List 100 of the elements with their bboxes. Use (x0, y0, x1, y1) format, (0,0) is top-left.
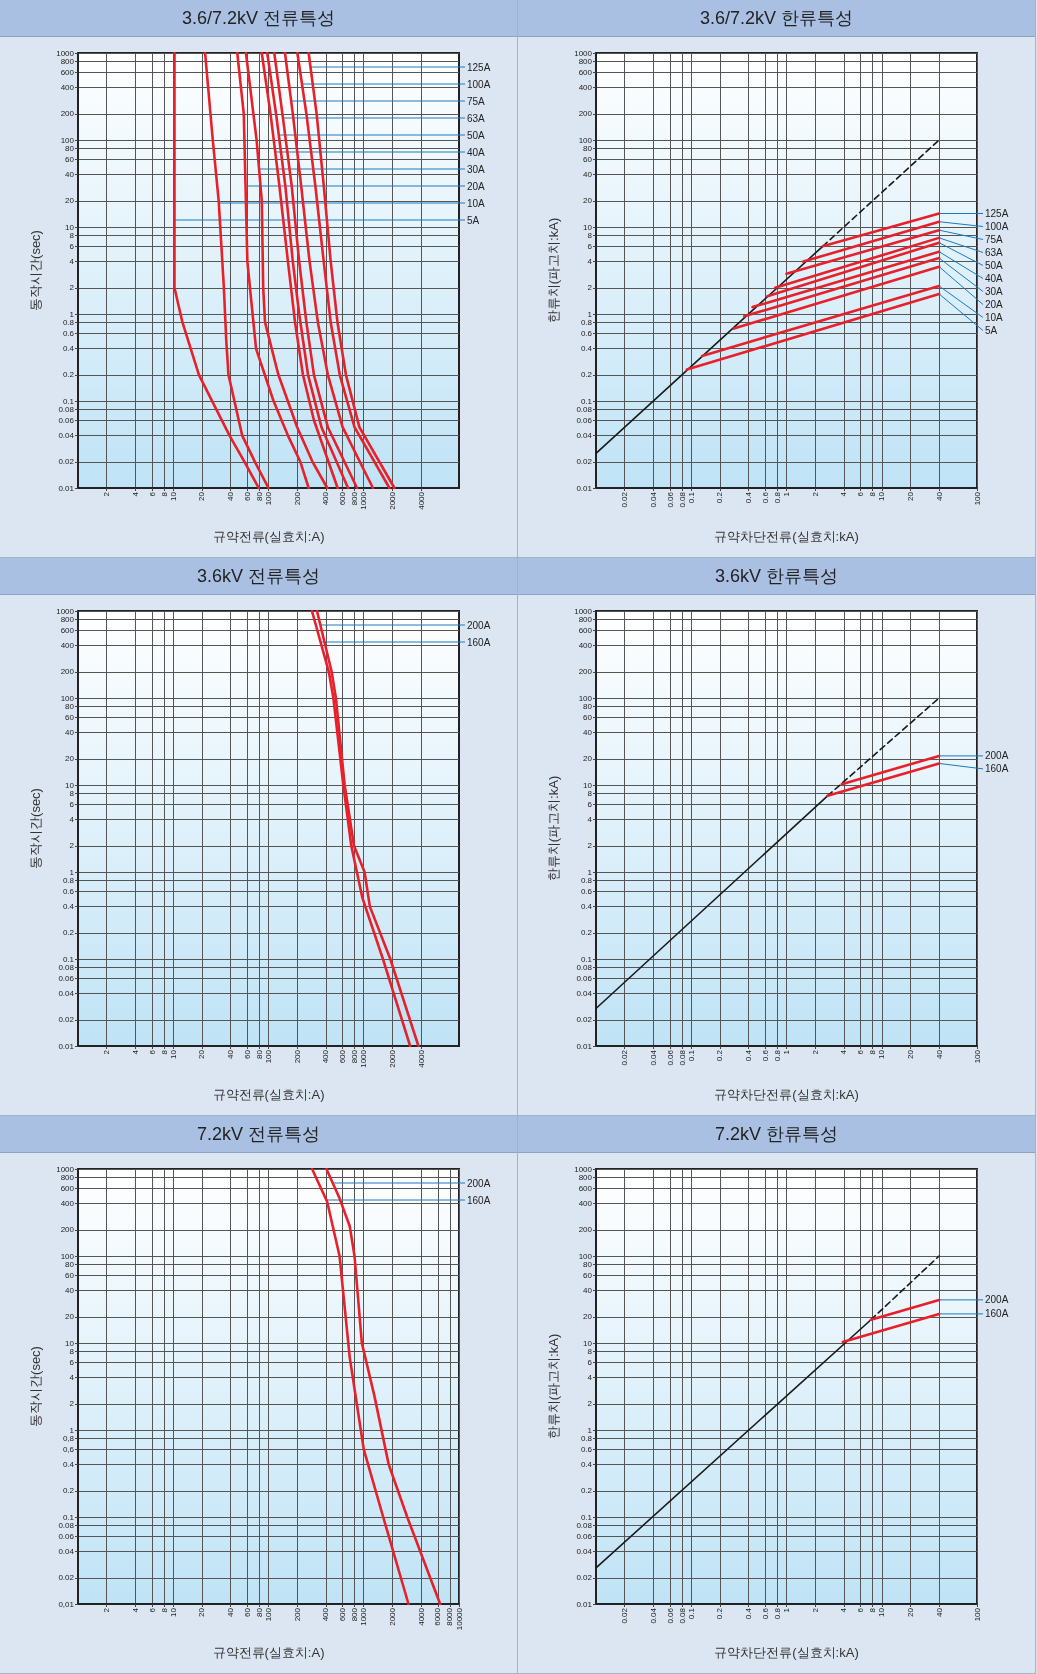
y-tick-label: 100 (578, 1251, 593, 1261)
x-tick-label: 10 (168, 1049, 178, 1059)
y-tick-label: 0.4 (580, 344, 593, 354)
text: 75A (985, 233, 1004, 245)
y-tick-label: 0.06 (576, 415, 593, 425)
y-tick-label: 0.08 (58, 404, 75, 414)
y-tick-label: 6 (587, 799, 593, 809)
y-tick-label: 60 (583, 154, 593, 164)
y-tick-label: 1 (587, 1425, 593, 1435)
y-tick-label: 0.01 (58, 1041, 75, 1051)
y-tick-label: 800 (578, 614, 593, 624)
y-tick-label: 2 (69, 841, 75, 851)
y-tick-label: 0.4 (62, 344, 75, 354)
y-tick-label: 800 (60, 614, 75, 624)
y-tick-label: 2 (69, 283, 75, 293)
y-tick-label: 60 (65, 712, 75, 722)
y-tick-label: 600 (578, 67, 593, 77)
y-tick-label: 0.08 (576, 404, 593, 414)
text: 20A (985, 298, 1004, 310)
y-tick-label: 4 (69, 257, 75, 267)
y-tick-label: 10 (583, 780, 593, 790)
text: 30A (985, 285, 1004, 297)
x-tick-label: 800 (350, 491, 360, 506)
y-tick-label: 200 (578, 109, 593, 119)
y-tick-label: 100 (60, 135, 75, 145)
y-tick-label: 0.02 (576, 1015, 593, 1025)
y-tick-label: 1000 (56, 606, 75, 616)
x-tick-label: 800 (350, 1049, 360, 1064)
y-tick-label: 0.8 (580, 1433, 593, 1443)
chart-title: 3.6/7.2kV 한류특성 (518, 0, 1035, 37)
y-tick-label: 0.06 (58, 973, 75, 983)
x-tick-label: 0.04 (648, 1607, 658, 1624)
text: 200A (467, 1177, 491, 1189)
x-tick-label: 0.2 (715, 491, 725, 504)
y-tick-label: 0.1 (580, 1512, 593, 1522)
y-tick-label: 80 (65, 1259, 75, 1269)
y-tick-label: 0.8 (580, 317, 593, 327)
y-tick-label: 600 (60, 1183, 75, 1193)
y-tick-label: 0.01 (576, 1599, 593, 1609)
y-tick-label: 0.1 (62, 396, 75, 406)
text: 125A (467, 61, 491, 73)
x-tick-label: 200 (292, 491, 302, 506)
y-tick-label: 0.2 (580, 928, 593, 938)
x-tick-label: 0.6 (760, 1049, 770, 1062)
y-tick-label: 0.02 (58, 1573, 75, 1583)
x-tick-label: 60 (242, 1049, 252, 1059)
x-tick-label: 80 (254, 491, 264, 501)
x-tick-label: 20 (905, 1049, 915, 1059)
y-tick-label: 0.06 (58, 1531, 75, 1541)
y-tick-label: 40 (583, 728, 593, 738)
x-tick-label: 600 (338, 1607, 348, 1622)
y-tick-label: 4 (69, 815, 75, 825)
x-tick-label: 6 (147, 1607, 157, 1613)
y-tick-label: 400 (60, 83, 75, 93)
y-tick-label: 800 (578, 56, 593, 66)
x-tick-label: 2000 (387, 491, 397, 510)
x-tick-label: 6000 (433, 1607, 443, 1626)
x-tick-label: 400 (321, 1049, 331, 1064)
y-tick-label: 40 (65, 1286, 75, 1296)
y-tick-label: 0.4 (580, 1460, 593, 1470)
y-tick-label: 80 (65, 701, 75, 711)
text: 160A (467, 1194, 491, 1206)
x-tick-label: 0.1 (686, 1049, 696, 1062)
y-axis-title: 한류치(파고치:kA) (546, 1333, 561, 1440)
y-tick-label: 200 (578, 1225, 593, 1235)
y-tick-label: 10 (65, 1338, 75, 1348)
y-tick-label: 600 (578, 1183, 593, 1193)
y-tick-label: 0.2 (62, 928, 75, 938)
y-tick-label: 1000 (574, 606, 593, 616)
x-axis-title: 규약차단전류(실효치:kA) (714, 529, 859, 544)
x-tick-label: 0.6 (760, 491, 770, 504)
y-tick-label: 0.08 (576, 1520, 593, 1530)
x-tick-label: 40 (934, 491, 944, 501)
y-tick-label: 0.6 (580, 1444, 593, 1454)
x-tick-label: 0.06 (665, 1049, 675, 1066)
x-tick-label: 100 (972, 1049, 982, 1064)
y-tick-label: 6 (587, 241, 593, 251)
x-tick-label: 2 (102, 1607, 112, 1613)
y-tick-label: 0.8 (62, 875, 75, 885)
y-tick-label: 10 (65, 222, 75, 232)
x-axis-title: 규약차단전류(실효치:kA) (714, 1087, 859, 1102)
y-tick-label: 200 (60, 109, 75, 119)
text: 10A (985, 311, 1004, 323)
y-tick-label: 0.02 (58, 457, 75, 467)
x-tick-label: 0.4 (744, 491, 754, 504)
x-tick-label: 0.8 (772, 1607, 782, 1620)
x-tick-label: 40 (226, 1607, 236, 1617)
y-axis-title: 동작시간(sec) (28, 788, 43, 869)
x-tick-label: 6 (856, 1049, 866, 1055)
x-tick-label: 8 (159, 1607, 169, 1613)
y-tick-label: 0.2 (62, 1486, 75, 1496)
x-tick-label: 10 (168, 1607, 178, 1617)
chart-title: 7.2kV 한류특성 (518, 1116, 1035, 1153)
text: 160A (985, 763, 1009, 775)
x-tick-label: 1000 (359, 1049, 369, 1068)
y-tick-label: 0.4 (62, 1460, 75, 1470)
y-tick-label: 8 (69, 788, 75, 798)
y-tick-label: 400 (60, 641, 75, 651)
x-tick-label: 0.4 (744, 1049, 754, 1062)
x-tick-label: 2000 (387, 1049, 397, 1068)
